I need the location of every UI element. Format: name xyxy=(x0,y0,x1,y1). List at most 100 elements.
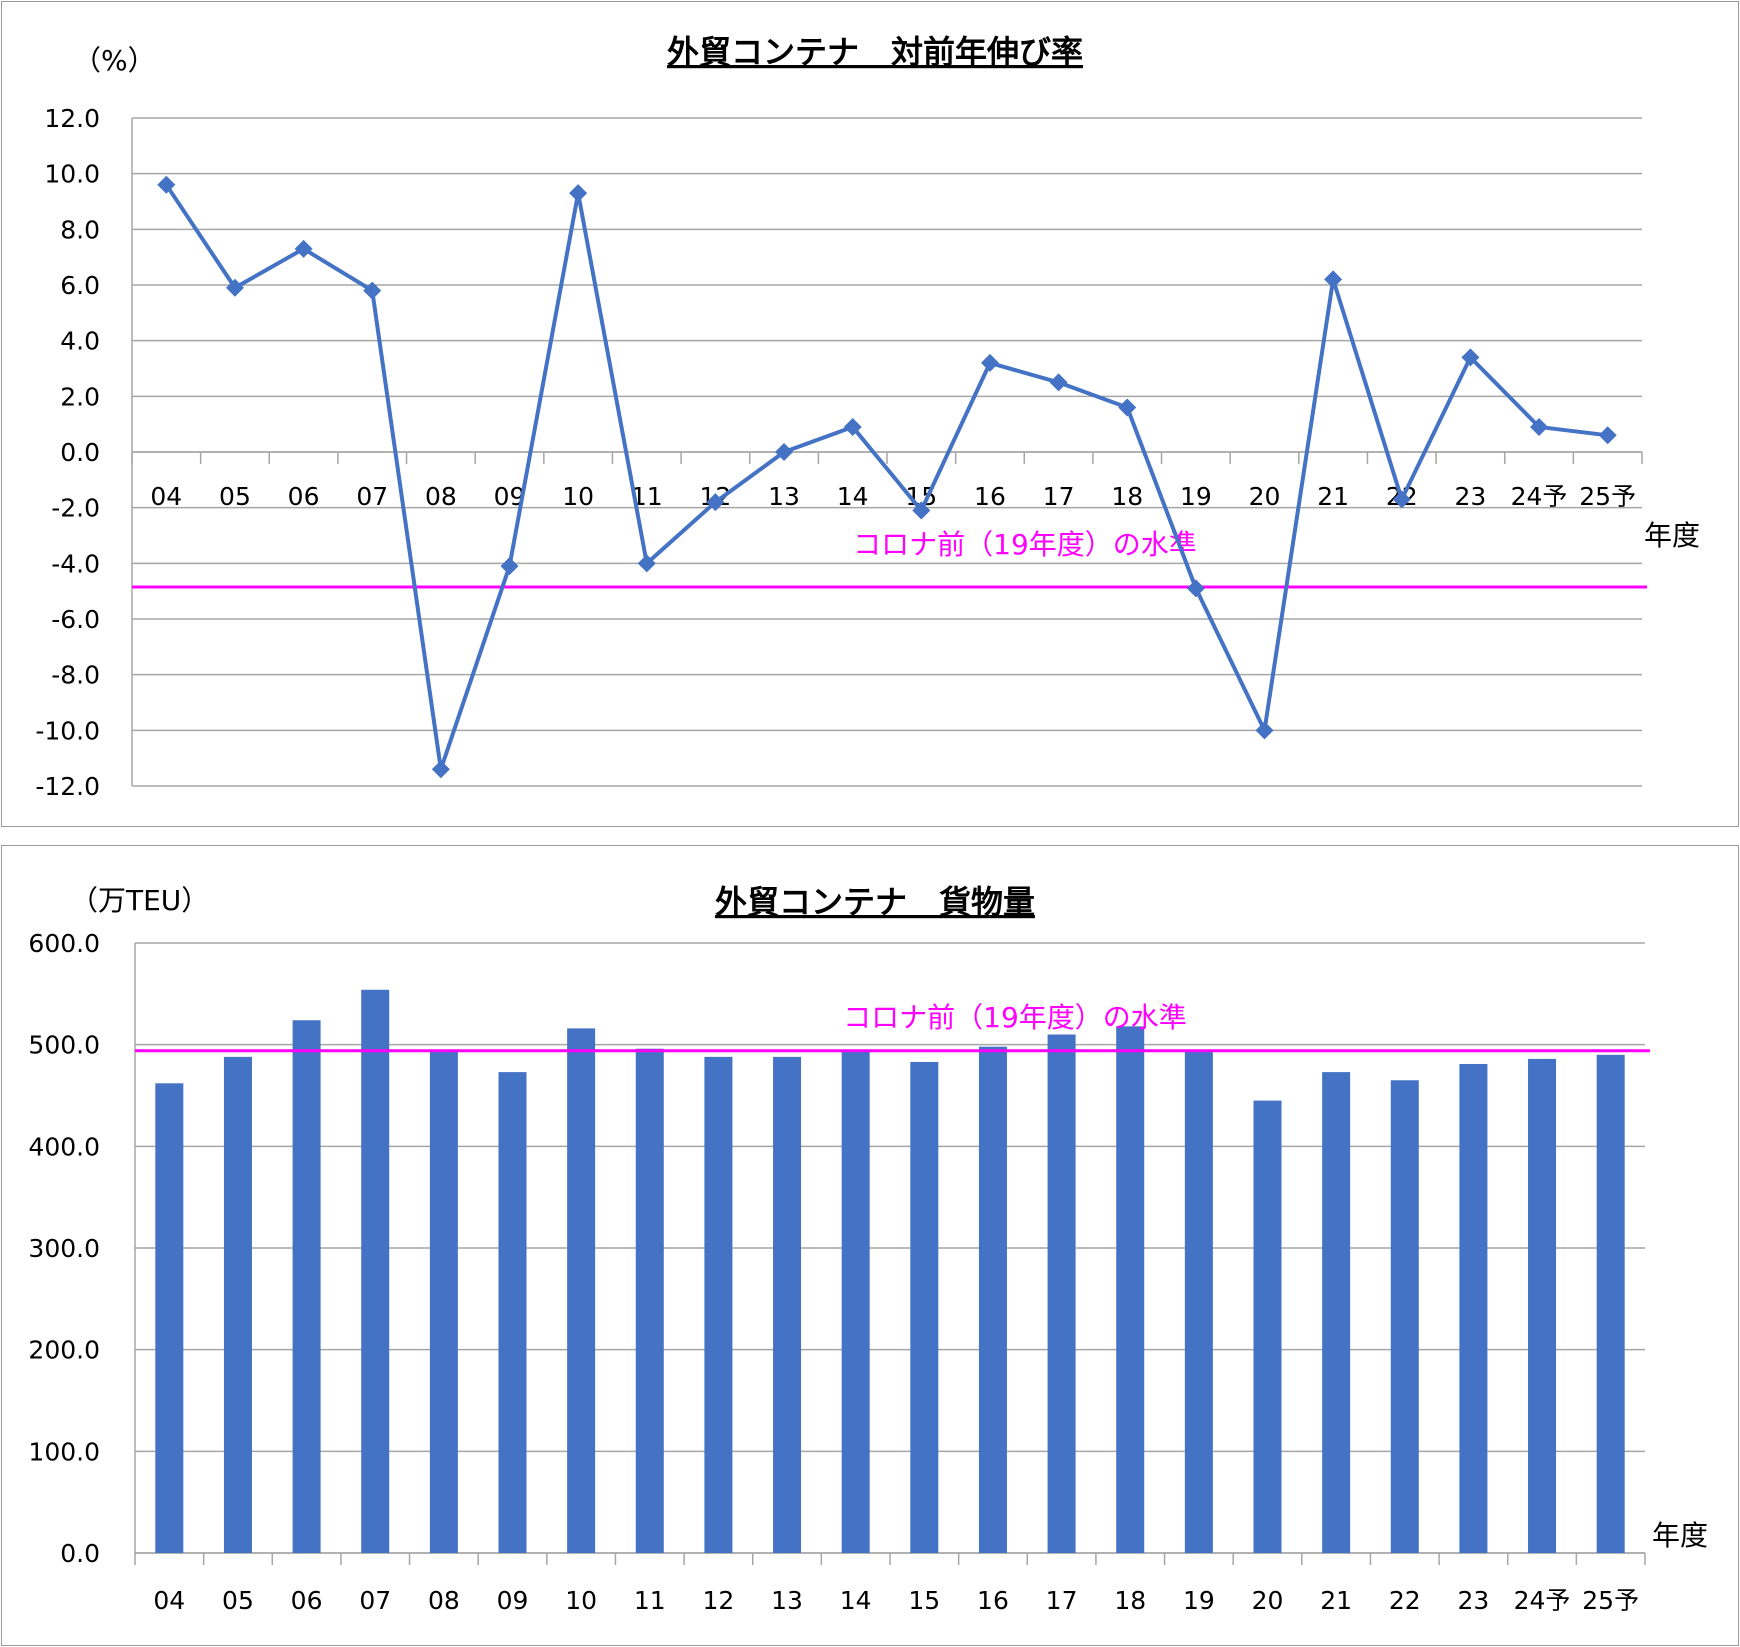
volume-bar xyxy=(1116,1026,1145,1553)
volume-y-tick-label: 500.0 xyxy=(28,1031,100,1060)
growth-x-tick-label: 25予 xyxy=(1579,482,1636,511)
growth-data-point xyxy=(775,443,794,461)
growth-data-point xyxy=(157,175,176,194)
volume-x-tick-label: 14 xyxy=(840,1586,872,1615)
volume-bar xyxy=(910,1061,939,1553)
volume-bar xyxy=(567,1028,596,1553)
growth-y-tick-label: 12.0 xyxy=(44,104,100,133)
growth-x-tick-label: 05 xyxy=(219,482,251,511)
growth-x-tick-label: 06 xyxy=(288,482,320,511)
volume-y-tick-label: 100.0 xyxy=(28,1437,100,1466)
volume-x-tick-label: 08 xyxy=(428,1586,460,1615)
volume-y-tick-label: 0.0 xyxy=(60,1539,100,1568)
growth-x-tick-label: 20 xyxy=(1249,482,1281,511)
volume-x-tick-label: 25予 xyxy=(1582,1586,1639,1615)
volume-bar xyxy=(978,1046,1007,1553)
volume-bar xyxy=(1322,1072,1351,1553)
growth-y-tick-label: -10.0 xyxy=(35,716,100,745)
growth-x-tick-label: 18 xyxy=(1111,482,1143,511)
growth-y-tick-label: 4.0 xyxy=(60,327,100,356)
volume-bar xyxy=(498,1072,527,1553)
volume-x-tick-label: 09 xyxy=(497,1586,529,1615)
growth-data-point xyxy=(1324,270,1343,289)
volume-y-unit-label: （万TEU） xyxy=(70,884,209,917)
volume-bar xyxy=(1459,1063,1488,1553)
growth-y-tick-label: -8.0 xyxy=(51,661,100,690)
growth-y-tick-label: -6.0 xyxy=(51,605,100,634)
growth-data-point xyxy=(980,353,999,372)
growth-data-point xyxy=(1118,398,1137,417)
volume-x-tick-label: 24予 xyxy=(1514,1586,1571,1615)
growth-y-axis: 12.0 10.0 8.0 6.0 4.0 2.0 0.0 -2.0 -4.0 -6.0 -8.0 -… xyxy=(35,104,100,801)
volume-x-tick-label: 12 xyxy=(703,1586,735,1615)
growth-y-tick-label: -12.0 xyxy=(35,772,100,801)
growth-x-tick-label: 23 xyxy=(1455,482,1487,511)
growth-x-unit-label: 年度 xyxy=(1644,519,1700,552)
volume-y-tick-label: 300.0 xyxy=(28,1234,100,1263)
volume-x-tick-label: 13 xyxy=(771,1586,803,1615)
growth-series-line xyxy=(164,183,1608,772)
growth-x-tick-label: 17 xyxy=(1043,482,1075,511)
growth-rate-chart: 12.0 10.0 8.0 6.0 4.0 2.0 0.0 -2.0 -4.0 -6.0 -8.0 -… xyxy=(35,33,1700,801)
volume-bar xyxy=(704,1056,733,1553)
volume-x-tick-label: 19 xyxy=(1183,1586,1215,1615)
volume-bar xyxy=(1184,1050,1213,1553)
volume-y-tick-label: 200.0 xyxy=(28,1336,100,1365)
growth-chart-title: 外貿コンテナ 対前年伸び率 xyxy=(667,33,1083,71)
growth-x-axis: 0405060708091011121314151617181920212223… xyxy=(131,452,1643,511)
volume-y-tick-label: 400.0 xyxy=(28,1132,100,1161)
growth-data-point xyxy=(843,417,862,436)
growth-y-tick-label: -2.0 xyxy=(51,494,100,523)
growth-data-point xyxy=(706,493,725,512)
volume-bar xyxy=(635,1048,664,1553)
growth-y-tick-label: 0.0 xyxy=(60,438,100,467)
growth-y-tick-label: -4.0 xyxy=(51,549,100,578)
volume-bar xyxy=(1047,1034,1076,1553)
growth-x-tick-label: 04 xyxy=(150,482,182,511)
growth-data-point xyxy=(1049,373,1068,392)
growth-x-tick-label: 08 xyxy=(425,482,457,511)
growth-data-point xyxy=(637,554,656,573)
volume-x-tick-label: 22 xyxy=(1389,1586,1421,1615)
volume-x-tick-label: 11 xyxy=(634,1586,666,1615)
growth-data-point xyxy=(569,184,588,203)
volume-bar xyxy=(429,1051,458,1553)
growth-x-tick-label: 13 xyxy=(768,482,800,511)
growth-reference-label: コロナ前（19年度）の水準 xyxy=(853,528,1197,561)
growth-rate-chart-panel xyxy=(1,1,1739,827)
volume-bar xyxy=(1596,1054,1625,1553)
volume-x-tick-label: 16 xyxy=(977,1586,1009,1615)
growth-data-point xyxy=(294,239,313,258)
growth-y-tick-label: 6.0 xyxy=(60,271,100,300)
growth-data-point xyxy=(912,501,931,520)
volume-x-tick-label: 10 xyxy=(565,1586,597,1615)
volume-x-tick-label: 18 xyxy=(1114,1586,1146,1615)
growth-y-tick-label: 10.0 xyxy=(44,160,100,189)
growth-data-point xyxy=(500,557,519,576)
volume-x-tick-label: 04 xyxy=(153,1586,185,1615)
growth-data-point xyxy=(1392,490,1411,509)
growth-data-point xyxy=(1255,721,1274,740)
volume-x-tick-label: 06 xyxy=(291,1586,323,1615)
growth-x-tick-label: 24予 xyxy=(1511,482,1568,511)
volume-x-tick-label: 05 xyxy=(222,1586,254,1615)
volume-chart: 600.0 500.0 400.0 300.0 200.0 100.0 0.0 04 05 06… xyxy=(28,883,1708,1615)
volume-bar xyxy=(1528,1058,1557,1553)
growth-x-tick-label: 21 xyxy=(1317,482,1349,511)
volume-chart-title: 外貿コンテナ 貨物量 xyxy=(715,883,1035,921)
volume-x-tick-label: 17 xyxy=(1046,1586,1078,1615)
volume-chart-panel xyxy=(1,845,1739,1646)
growth-data-point xyxy=(225,278,244,297)
volume-x-tick-label: 23 xyxy=(1458,1586,1490,1615)
volume-y-axis: 600.0 500.0 400.0 300.0 200.0 100.0 0.0 xyxy=(28,929,100,1568)
growth-data-point xyxy=(1186,579,1205,598)
growth-data-point xyxy=(431,760,450,779)
growth-series-points xyxy=(157,175,1617,779)
growth-x-tick-label: 07 xyxy=(356,482,388,511)
growth-x-tick-label: 16 xyxy=(974,482,1006,511)
volume-bar xyxy=(1390,1080,1419,1553)
volume-bars xyxy=(155,989,1625,1553)
volume-x-tick-label: 15 xyxy=(908,1586,940,1615)
volume-bar xyxy=(155,1083,184,1553)
